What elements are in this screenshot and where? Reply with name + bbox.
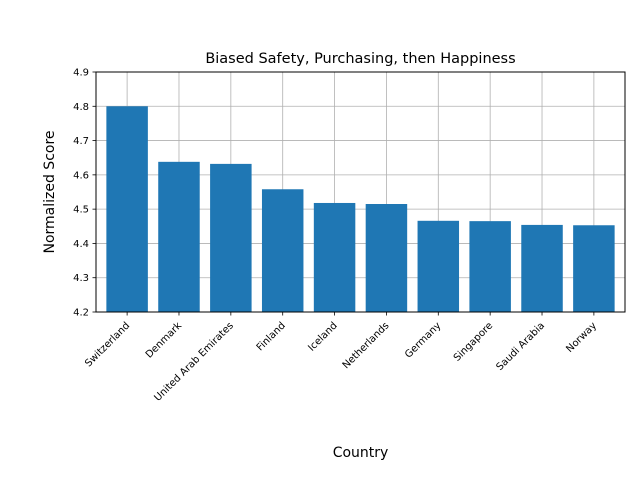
y-tick-label: 4.5 <box>73 205 89 216</box>
y-axis-title: Normalized Score <box>42 130 58 253</box>
y-axis-ticks: 4.2 4.3 4.4 4.5 4.6 4.7 4.8 4.9 <box>73 68 96 319</box>
y-tick-label: 4.8 <box>73 102 89 113</box>
bar <box>417 220 460 312</box>
bar <box>210 163 252 312</box>
bar <box>106 106 148 313</box>
y-tick-label: 4.9 <box>73 68 89 79</box>
y-tick-label: 4.6 <box>73 170 89 181</box>
chart-title: Biased Safety, Purchasing, then Happines… <box>205 51 515 67</box>
bar <box>261 189 304 312</box>
bar <box>573 225 615 312</box>
bar <box>365 204 408 312</box>
plot-frame <box>95 71 626 313</box>
bar <box>469 221 511 312</box>
bars <box>106 106 615 313</box>
y-tick-label: 4.3 <box>73 273 89 284</box>
bar <box>313 202 356 312</box>
y-tick-label: 4.2 <box>73 308 89 319</box>
y-tick-label: 4.4 <box>73 239 89 250</box>
y-tick-label: 4.7 <box>73 136 89 147</box>
bar <box>158 161 200 312</box>
bar <box>521 224 563 312</box>
x-axis-title: Country <box>333 445 389 461</box>
